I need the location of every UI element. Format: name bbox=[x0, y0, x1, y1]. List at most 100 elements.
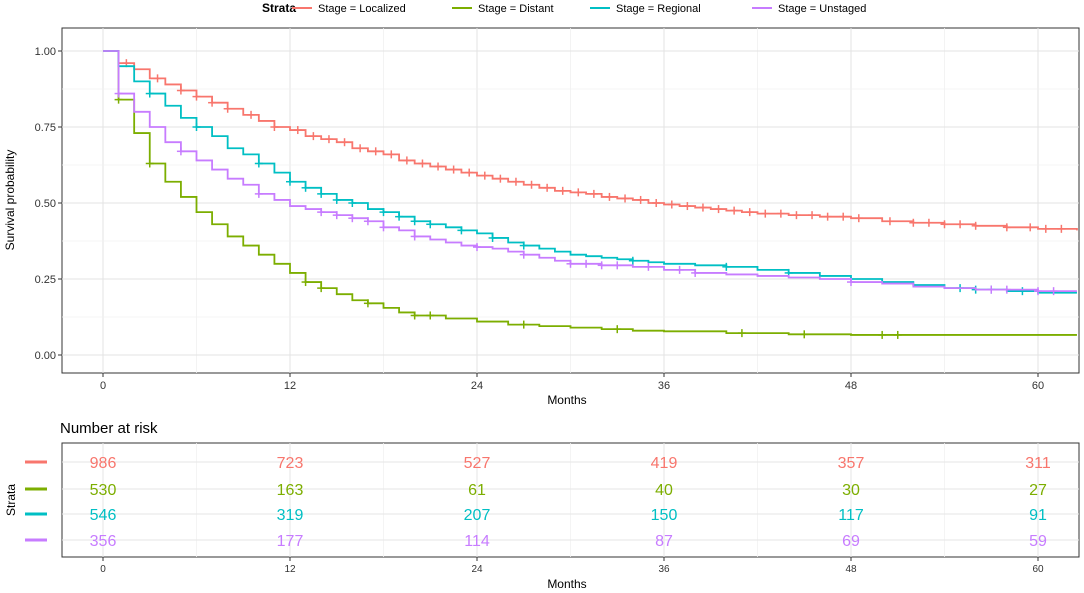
censor-mark-unstaged bbox=[613, 261, 622, 270]
legend-label-regional: Stage = Regional bbox=[616, 3, 701, 15]
censor-mark-distant bbox=[519, 320, 528, 329]
censor-mark-distant bbox=[145, 159, 154, 168]
censor-mark-localized bbox=[1026, 223, 1035, 232]
y-tick-label: 0.75 bbox=[35, 122, 56, 134]
censor-mark-localized bbox=[153, 74, 162, 83]
censor-mark-unstaged bbox=[1034, 287, 1042, 296]
censor-mark-localized bbox=[636, 195, 645, 204]
legend-entry-regional: Stage = Regional bbox=[590, 3, 701, 15]
risk-x-tick-label: 24 bbox=[471, 564, 483, 575]
censor-mark-regional bbox=[628, 256, 637, 265]
y-tick-label: 1.00 bbox=[35, 46, 56, 58]
censor-mark-localized bbox=[698, 203, 707, 212]
censor-mark-localized bbox=[340, 138, 349, 147]
censor-mark-localized bbox=[356, 144, 365, 153]
censor-mark-localized bbox=[371, 147, 380, 156]
censor-mark-distant bbox=[893, 330, 902, 339]
censor-mark-localized bbox=[621, 194, 630, 203]
risk-count: 117 bbox=[838, 507, 864, 524]
censor-mark-localized bbox=[558, 186, 567, 195]
censor-mark-distant bbox=[426, 311, 435, 320]
censor-mark-localized bbox=[761, 209, 770, 218]
plot-gridlines bbox=[62, 28, 1079, 373]
censor-mark-regional bbox=[379, 208, 388, 217]
censor-mark-distant bbox=[410, 311, 419, 320]
legend-entry-localized: Stage = Localized bbox=[292, 3, 406, 15]
risk-x-tick-label: 12 bbox=[284, 564, 296, 575]
risk-count: 40 bbox=[655, 482, 673, 499]
censor-mark-unstaged bbox=[473, 243, 481, 252]
censor-mark-unstaged bbox=[1002, 285, 1011, 294]
censor-mark-localized bbox=[1041, 224, 1050, 233]
censor-mark-localized bbox=[192, 92, 201, 101]
censor-mark-localized bbox=[854, 214, 863, 223]
legend-label-distant: Stage = Distant bbox=[478, 3, 554, 15]
risk-count: 114 bbox=[464, 533, 490, 550]
risk-count: 177 bbox=[277, 533, 304, 550]
censor-mark-regional bbox=[145, 89, 154, 98]
censor-mark-localized bbox=[387, 150, 396, 159]
x-axis-label: Months bbox=[547, 393, 586, 407]
x-tick-label: 12 bbox=[284, 380, 296, 392]
censor-mark-localized bbox=[449, 165, 458, 174]
censor-mark-distant bbox=[737, 329, 746, 338]
censor-mark-regional bbox=[722, 262, 731, 271]
legend-entry-distant: Stage = Distant bbox=[452, 3, 554, 15]
censor-mark-localized bbox=[589, 189, 598, 198]
censor-mark-unstaged bbox=[675, 265, 684, 274]
x-tick-label: 60 bbox=[1032, 380, 1044, 392]
censor-mark-localized bbox=[247, 110, 256, 119]
censor-mark-unstaged bbox=[317, 208, 326, 217]
risk-table-values: 986 723 527 419 357 311 530 163 61 40 30 27 546 319 20… bbox=[90, 455, 1051, 550]
legend-label-unstaged: Stage = Unstaged bbox=[778, 3, 866, 15]
censor-mark-regional bbox=[395, 212, 404, 221]
censor-mark-localized bbox=[309, 132, 318, 141]
risk-count: 319 bbox=[277, 507, 304, 524]
censor-mark-localized bbox=[527, 180, 536, 189]
censor-mark-regional bbox=[1018, 287, 1027, 296]
censor-mark-localized bbox=[971, 221, 980, 230]
risk-count: 87 bbox=[655, 533, 673, 550]
censor-mark-localized bbox=[745, 208, 754, 217]
censor-mark-localized bbox=[605, 192, 614, 201]
censor-mark-unstaged bbox=[987, 285, 996, 294]
censor-mark-distant bbox=[878, 330, 887, 339]
x-tick-label: 36 bbox=[658, 380, 670, 392]
risk-count: 59 bbox=[1029, 533, 1047, 550]
risk-count: 69 bbox=[842, 533, 860, 550]
risk-count: 356 bbox=[90, 533, 117, 550]
censor-mark-localized bbox=[924, 218, 933, 227]
censor-mark-localized bbox=[1057, 224, 1066, 233]
survival-curve-regional bbox=[103, 50, 1077, 294]
censor-mark-localized bbox=[652, 199, 661, 207]
censor-mark-localized bbox=[434, 162, 443, 171]
censor-mark-localized bbox=[776, 209, 785, 218]
risk-count: 723 bbox=[277, 455, 304, 472]
censor-mark-regional bbox=[457, 226, 466, 235]
censor-mark-regional bbox=[519, 241, 528, 250]
risk-table: Number at risk 986 723 527 419 357 311 530 163 6… bbox=[4, 420, 1080, 591]
censor-mark-unstaged bbox=[348, 214, 357, 223]
censor-mark-regional bbox=[317, 189, 326, 198]
y-tick-label: 0.00 bbox=[35, 350, 56, 362]
censor-mark-localized bbox=[223, 104, 232, 113]
censor-mark-localized bbox=[496, 174, 505, 183]
risk-count: 61 bbox=[468, 482, 486, 499]
censor-mark-regional bbox=[254, 159, 263, 168]
censor-mark-unstaged bbox=[566, 259, 575, 268]
risk-count: 207 bbox=[464, 507, 491, 524]
censor-mark-regional bbox=[410, 217, 419, 226]
survival-plot: 0 12 24 36 48 60 0.00 0.25 0.50 0.75 1.00 Months S… bbox=[3, 27, 1080, 407]
censor-mark-unstaged bbox=[644, 262, 653, 271]
risk-table-gridlines bbox=[62, 443, 1079, 557]
censor-mark-localized bbox=[940, 220, 949, 229]
censor-mark-localized bbox=[730, 206, 739, 215]
censor-mark-localized bbox=[792, 211, 801, 220]
censor-mark-unstaged bbox=[582, 259, 591, 268]
censor-mark-unstaged bbox=[332, 211, 341, 220]
risk-x-tick-label: 60 bbox=[1032, 564, 1044, 575]
risk-x-tick-label: 48 bbox=[845, 564, 857, 575]
censor-mark-localized bbox=[465, 168, 474, 177]
censor-mark-unstaged bbox=[379, 223, 388, 232]
